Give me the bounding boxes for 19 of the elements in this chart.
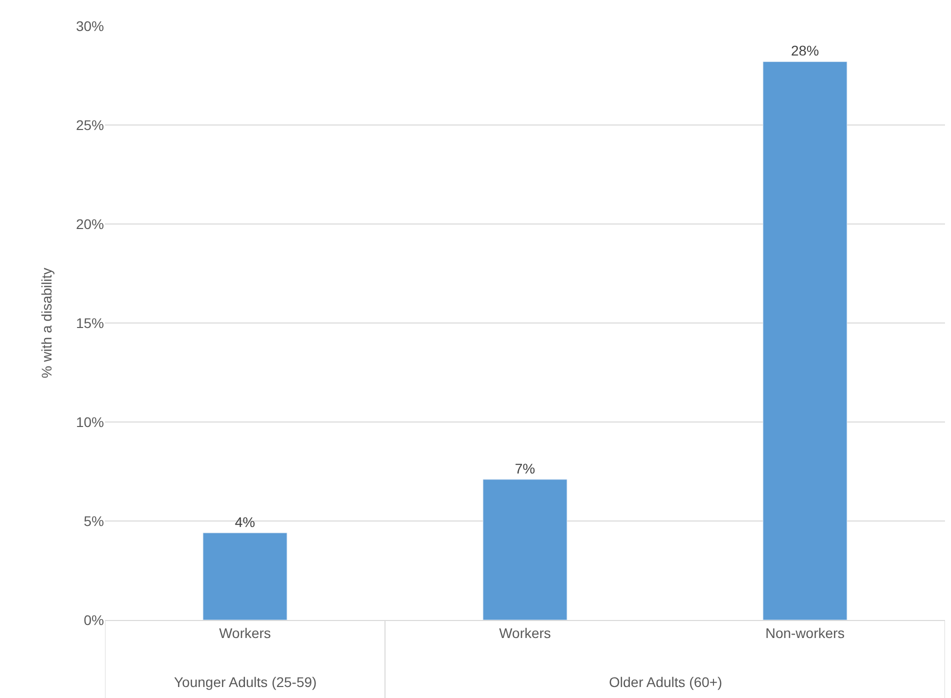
y-tick-label: 5% xyxy=(84,512,104,529)
data-label: 7% xyxy=(514,460,536,476)
y-tick-label: 20% xyxy=(76,216,104,232)
y-tick-label: 15% xyxy=(76,314,104,331)
y-axis-title: % with a disability xyxy=(38,268,55,378)
x-tick-label: Workers xyxy=(219,624,271,641)
data-label: 28% xyxy=(790,42,820,59)
bar xyxy=(202,532,288,620)
bar xyxy=(762,61,848,620)
text: Older Adults (60+) xyxy=(609,674,722,690)
y-tick-label: 10% xyxy=(76,414,104,430)
data-label: 4% xyxy=(234,514,256,530)
y-tick-label: 25% xyxy=(76,116,104,133)
y-tick-label: 30% xyxy=(76,18,104,34)
x-tick-label: Workers xyxy=(499,624,551,641)
text: Younger Adults (25-59) xyxy=(174,674,317,690)
y-tick-label: 0% xyxy=(84,612,104,628)
x-tick-label: Non-workers xyxy=(765,624,845,641)
bar xyxy=(482,479,568,620)
